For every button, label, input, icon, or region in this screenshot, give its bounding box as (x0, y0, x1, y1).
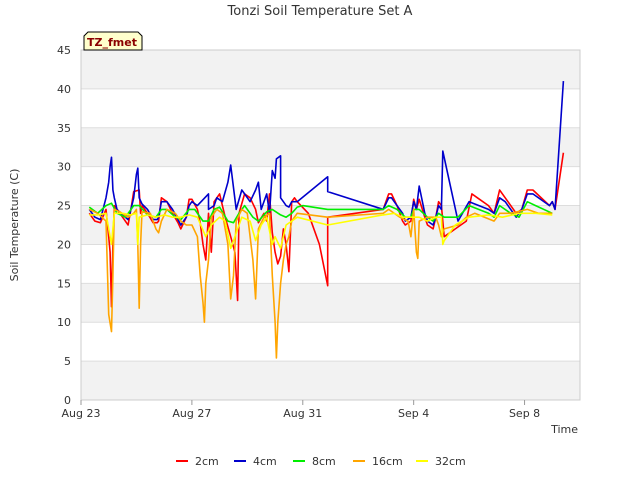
x-tick-label: Aug 31 (283, 407, 322, 420)
legend-label: 2cm (195, 455, 219, 468)
series-lines (88, 81, 565, 359)
series-line-32cm (89, 212, 553, 250)
x-tick-label: Aug 23 (62, 407, 101, 420)
series-line-4cm (88, 81, 565, 226)
legend-label: 16cm (372, 455, 403, 468)
y-tick-label: 15 (57, 277, 71, 290)
x-tick-label: Sep 8 (509, 407, 540, 420)
tag-shape (83, 31, 143, 51)
legend-label: 4cm (253, 455, 277, 468)
grid-band (81, 50, 580, 89)
grid-band (81, 361, 580, 400)
plot-area-border (80, 49, 581, 401)
legend-item-32cm: 32cm (416, 455, 466, 468)
x-tick-label: Sep 4 (398, 407, 429, 420)
legend-item-16cm: 16cm (353, 455, 403, 468)
y-tick-label: 35 (57, 122, 71, 135)
y-tick-label: 45 (57, 44, 71, 57)
y-axis-ticks: 0 5 10 15 20 25 30 35 40 45 (57, 44, 71, 407)
y-tick-label: 40 (57, 83, 71, 96)
tag-label: TZ_fmet (87, 36, 137, 49)
legend-label: 32cm (435, 455, 466, 468)
y-tick-label: 5 (64, 355, 71, 368)
chart-title: Tonzi Soil Temperature Set A (227, 4, 413, 19)
x-tick-label: Aug 27 (172, 407, 211, 420)
y-tick-label: 30 (57, 161, 71, 174)
legend-item-2cm: 2cm (176, 455, 219, 468)
tz-fmet-tag: TZ_fmet (83, 31, 143, 51)
series-line-16cm (88, 208, 553, 359)
grid-bands (81, 50, 580, 400)
grid-band (81, 283, 580, 323)
y-tick-label: 10 (57, 316, 71, 329)
y-tick-label: 20 (57, 238, 71, 251)
y-axis-label: Soil Temperature (C) (8, 169, 21, 282)
legend-item-8cm: 8cm (293, 455, 336, 468)
legend-label: 8cm (312, 455, 336, 468)
legend-item-4cm: 4cm (234, 455, 277, 468)
x-axis-label: Time (550, 423, 578, 436)
grid-band (81, 127, 580, 167)
legend: 2cm 4cm 8cm 16cm 32cm (176, 455, 466, 468)
x-axis-ticks: Aug 23 Aug 27 Aug 31 Sep 4 Sep 8 (62, 400, 540, 420)
y-tick-label: 25 (57, 200, 71, 213)
y-tick-label: 0 (64, 394, 71, 407)
